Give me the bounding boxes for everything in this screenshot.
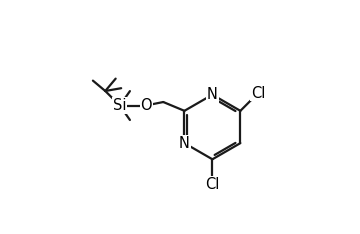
Text: N: N xyxy=(179,136,190,151)
Text: Cl: Cl xyxy=(205,177,220,192)
Text: Cl: Cl xyxy=(251,86,265,101)
Text: O: O xyxy=(140,98,152,113)
Text: N: N xyxy=(207,87,218,102)
Text: Si: Si xyxy=(113,98,127,113)
